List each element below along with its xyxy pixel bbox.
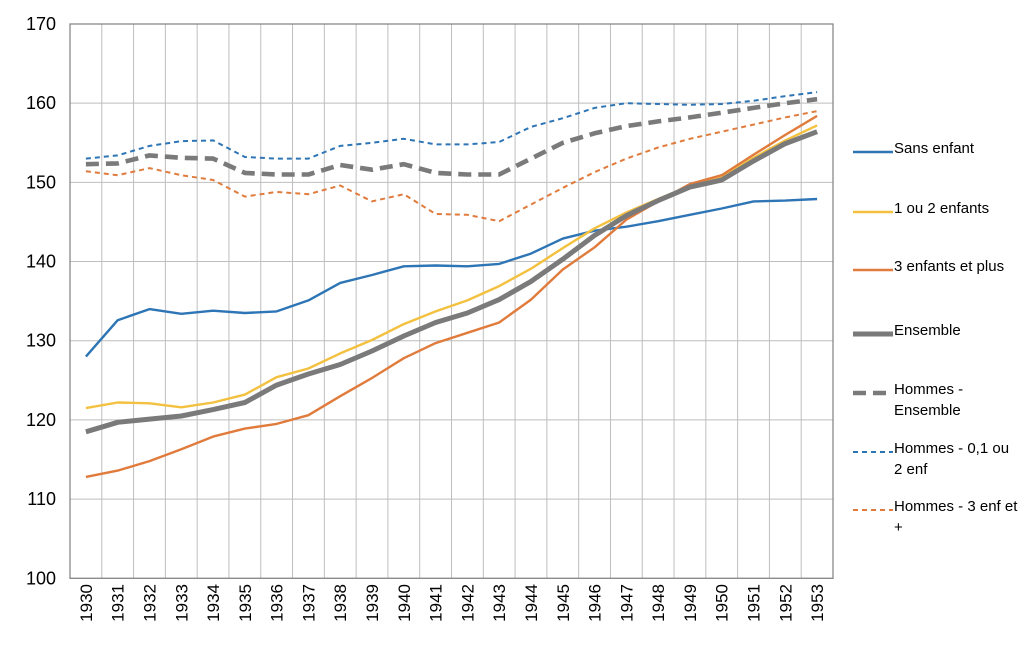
plot-border [69, 23, 834, 579]
x-axis-tick-label: 1950 [713, 584, 732, 622]
legend-item-6: Hommes - 3 enf et + [853, 496, 1018, 538]
y-axis-tick-label: 150 [26, 172, 56, 192]
y-axis-tick-label: 170 [26, 14, 56, 34]
x-axis-tick-label: 1943 [490, 584, 509, 622]
legend-line-swatch [853, 268, 893, 272]
x-axis-tick-label: 1952 [776, 584, 795, 622]
line-chart: 100 110 120 130 140 150 160 170 1930 1931 1932 1933… [26, 14, 834, 622]
x-axis-tick-label: 1946 [586, 584, 605, 622]
legend-label: Hommes - 0,1 ou 2 enf [894, 440, 1010, 478]
legend-label: Hommes - 3 enf et + [894, 498, 1018, 536]
legend-line-swatch [853, 150, 893, 154]
x-axis-tick-label: 1953 [808, 584, 827, 622]
legend-line-swatch [853, 331, 893, 337]
legend-item-0: Sans enfant [853, 138, 974, 159]
legend-label: Ensemble [894, 322, 961, 339]
x-axis-tick-label: 1939 [363, 584, 382, 622]
legend-label: 1 ou 2 enfants [894, 200, 990, 217]
legend-item-4: Hommes - Ensemble [853, 379, 1018, 421]
legend-item-3: Ensemble [853, 320, 961, 341]
x-axis-tick-label: 1951 [745, 584, 764, 622]
y-axis-tick-label: 130 [26, 331, 56, 351]
x-axis-tick-label: 1938 [331, 584, 350, 622]
x-axis-tick-label: 1941 [427, 584, 446, 622]
legend-line-swatch [853, 390, 893, 396]
y-axis-tick-label: 100 [26, 568, 56, 588]
legend-item-2: 3 enfants et plus [853, 256, 1004, 277]
legend-label: Sans enfant [894, 140, 975, 157]
x-axis-tick-label: 1937 [299, 584, 318, 622]
legend-line-swatch [853, 509, 893, 511]
legend-item-1: 1 ou 2 enfants [853, 198, 989, 219]
x-axis-tick-label: 1933 [172, 584, 191, 622]
x-axis-tick-label: 1948 [649, 584, 668, 622]
legend-label: Hommes - Ensemble [894, 381, 964, 419]
y-axis-tick-label: 110 [27, 489, 56, 509]
chart-legend: Sans enfant 1 ou 2 enfants 3 enfants et pl… [853, 0, 1024, 660]
y-axis-tick-label: 160 [26, 93, 56, 113]
series-line-4 [85, 96, 818, 177]
x-axis-tick-label: 1936 [268, 584, 287, 622]
y-axis-tick-label: 140 [26, 252, 56, 272]
legend-line-swatch [853, 210, 893, 214]
x-axis-tick-label: 1930 [77, 584, 96, 622]
x-axis-tick-label: 1947 [617, 584, 636, 622]
legend-line-swatch [853, 451, 893, 453]
legend-label: 3 enfants et plus [894, 258, 1005, 275]
x-axis-tick-label: 1932 [140, 584, 159, 622]
y-axis-tick-label: 120 [26, 410, 56, 430]
legend-item-5: Hommes - 0,1 ou 2 enf [853, 438, 1018, 480]
x-axis-tick-label: 1945 [554, 584, 573, 622]
x-axis-tick-label: 1942 [458, 584, 477, 622]
series-line-3 [85, 129, 818, 435]
x-axis-tick-label: 1944 [522, 584, 541, 622]
x-axis-tick-label: 1934 [204, 584, 223, 622]
series-line-5 [85, 91, 818, 160]
x-axis-tick-label: 1931 [109, 584, 128, 622]
series-line-0 [84, 197, 818, 358]
x-axis-tick-label: 1940 [395, 584, 414, 622]
series-line-2 [85, 114, 818, 479]
x-axis-tick-label: 1935 [236, 584, 255, 622]
x-axis-tick-label: 1949 [681, 584, 700, 622]
